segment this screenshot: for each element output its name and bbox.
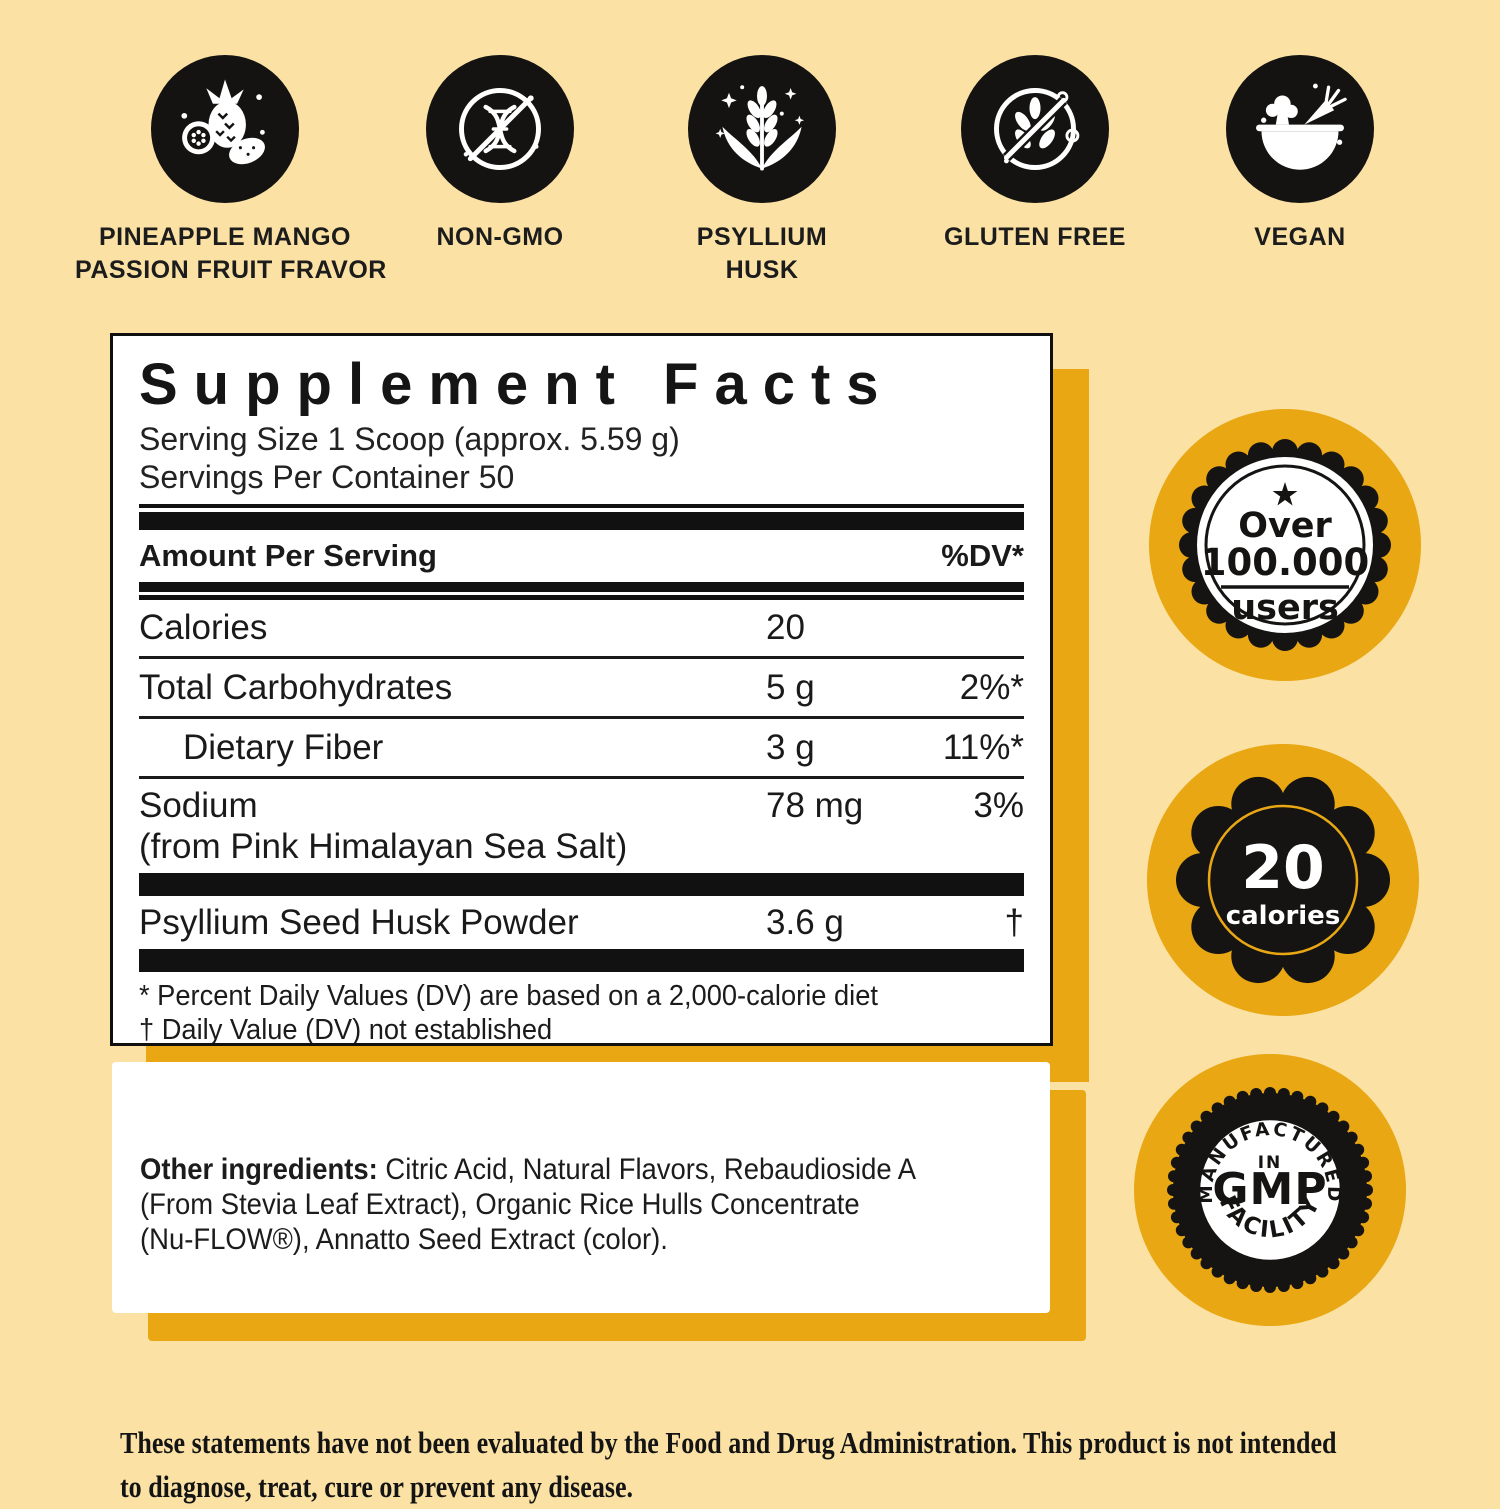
- serving-info: Serving Size 1 Scoop (approx. 5.59 g) Se…: [139, 421, 680, 495]
- gmp-badge-center: GMP: [1212, 1164, 1327, 1215]
- gmp-badge-mid: IN: [1258, 1153, 1283, 1173]
- feature-gluten-free: GLUTEN FREE: [885, 55, 1185, 254]
- psyllium-husk-icon: [688, 55, 836, 203]
- divider-thick: [139, 582, 1024, 600]
- fda-disclaimer: These statements have not been evaluated…: [120, 1425, 1337, 1504]
- non-gmo-icon: [426, 55, 574, 203]
- other-ingredients-list: Citric Acid, Natural Flavors, Rebaudiosi…: [140, 1153, 917, 1256]
- gluten-free-icon: [961, 55, 1109, 203]
- facts-header-row: Amount Per Serving %DV*: [139, 530, 1024, 582]
- users-badge-line2: 100.000: [1201, 541, 1370, 584]
- divider-thick: [139, 873, 1024, 896]
- users-badge-line1: Over: [1238, 506, 1332, 546]
- other-ingredients-label: Other ingredients:: [140, 1153, 378, 1186]
- divider-thick: [139, 949, 1024, 972]
- gmp-badge: MANUFACTURED IN GMP FACILITY: [1134, 1054, 1406, 1326]
- feature-label-vegan: VEGAN: [1254, 223, 1346, 251]
- users-badge: Over 100.000 users: [1149, 409, 1421, 681]
- supplement-facts-panel: Supplement Facts Serving Size 1 Scoop (a…: [110, 333, 1053, 1046]
- facts-row-sodium: Sodium (from Pink Himalayan Sea Salt) 78…: [139, 776, 1024, 873]
- feature-label-gluten-free: GLUTEN FREE: [944, 223, 1126, 251]
- calories-badge: 20 calories: [1147, 744, 1419, 1016]
- feature-non-gmo: NON-GMO: [350, 55, 650, 254]
- feature-vegan: VEGAN: [1150, 55, 1450, 254]
- fruits-icon: [151, 55, 299, 203]
- feature-psyllium: PSYLLIUM HUSK: [612, 55, 912, 286]
- vegan-icon: [1226, 55, 1374, 203]
- feature-label-non-gmo: NON-GMO: [436, 223, 564, 251]
- divider-thick: [139, 504, 1024, 530]
- amount-per-serving-header: Amount Per Serving: [139, 538, 437, 573]
- star-icon: [1272, 482, 1298, 506]
- facts-rows: Calories 20 Total Carbohydrates 5 g 2%* …: [139, 600, 1024, 873]
- feature-flavor: PINEAPPLE MANGO PASSION FRUIT FRAVOR: [75, 55, 387, 286]
- feature-label-psyllium: PSYLLIUM HUSK: [696, 223, 828, 284]
- calories-badge-value: 20: [1241, 833, 1325, 903]
- calories-badge-unit: calories: [1226, 901, 1341, 931]
- facts-row-calories: Calories 20: [139, 608, 805, 647]
- facts-footnotes: * Percent Daily Values (DV) are based on…: [139, 980, 878, 1046]
- other-ingredients-paragraph: Other ingredients: Citric Acid, Natural …: [140, 1152, 986, 1257]
- dv-header: %DV*: [941, 538, 1024, 573]
- facts-row-carbohydrates: Total Carbohydrates 5 g 2%*: [139, 656, 1024, 716]
- other-ingredients-panel: Other ingredients: Citric Acid, Natural …: [112, 1062, 1050, 1313]
- facts-row-psyllium: Psyllium Seed Husk Powder 3.6 g †: [139, 903, 1024, 942]
- facts-title: Supplement Facts: [139, 352, 895, 417]
- facts-row-dietary-fiber: Dietary Fiber 3 g 11%*: [139, 716, 1024, 776]
- feature-label-flavor: PINEAPPLE MANGO PASSION FRUIT FRAVOR: [75, 223, 387, 284]
- users-badge-line3: users: [1231, 588, 1339, 628]
